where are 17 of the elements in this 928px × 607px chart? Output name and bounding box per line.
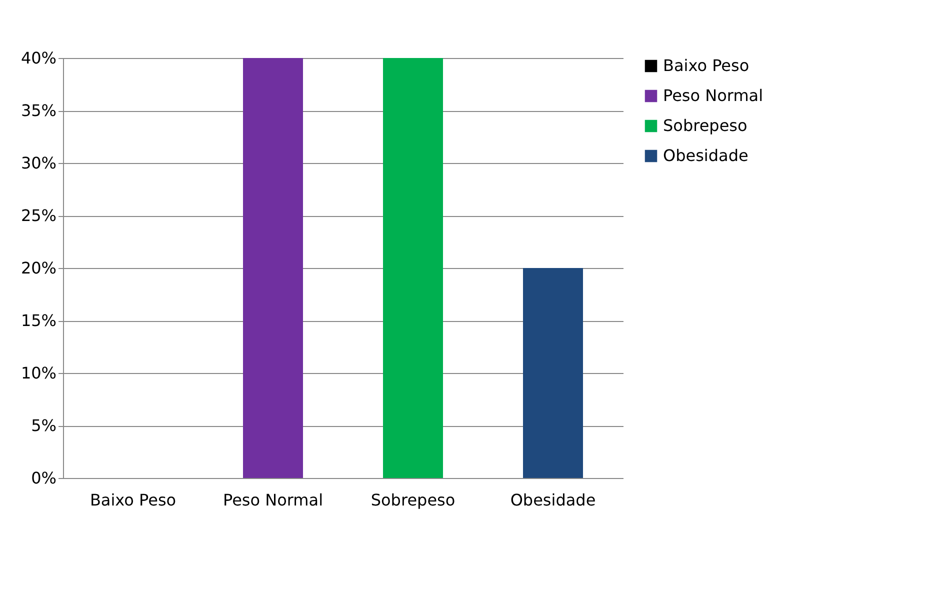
legend-label: Obesidade bbox=[663, 146, 748, 165]
y-tick-label: 15% bbox=[20, 311, 56, 330]
y-tick-label: 10% bbox=[20, 364, 56, 382]
y-tick-label: 5% bbox=[31, 416, 56, 435]
y-tick-label: 25% bbox=[20, 206, 56, 225]
y-tick-label: 20% bbox=[20, 258, 56, 278]
x-tick-label: Peso Normal bbox=[222, 490, 324, 510]
x-tick-label: Sobrepeso bbox=[370, 490, 456, 510]
y-tick-label: 0% bbox=[31, 468, 56, 488]
y-tick-label: 40% bbox=[20, 48, 56, 68]
legend-label: Sobrepeso bbox=[663, 116, 748, 135]
legend-label: Baixo Peso bbox=[663, 56, 750, 75]
legend-label: Peso Normal bbox=[663, 86, 764, 105]
y-tick-label: 35% bbox=[20, 101, 56, 120]
x-tick-label: Obesidade bbox=[510, 490, 596, 510]
y-tick-label: 30% bbox=[20, 154, 56, 172]
x-tick-label: Baixo Peso bbox=[90, 490, 176, 510]
